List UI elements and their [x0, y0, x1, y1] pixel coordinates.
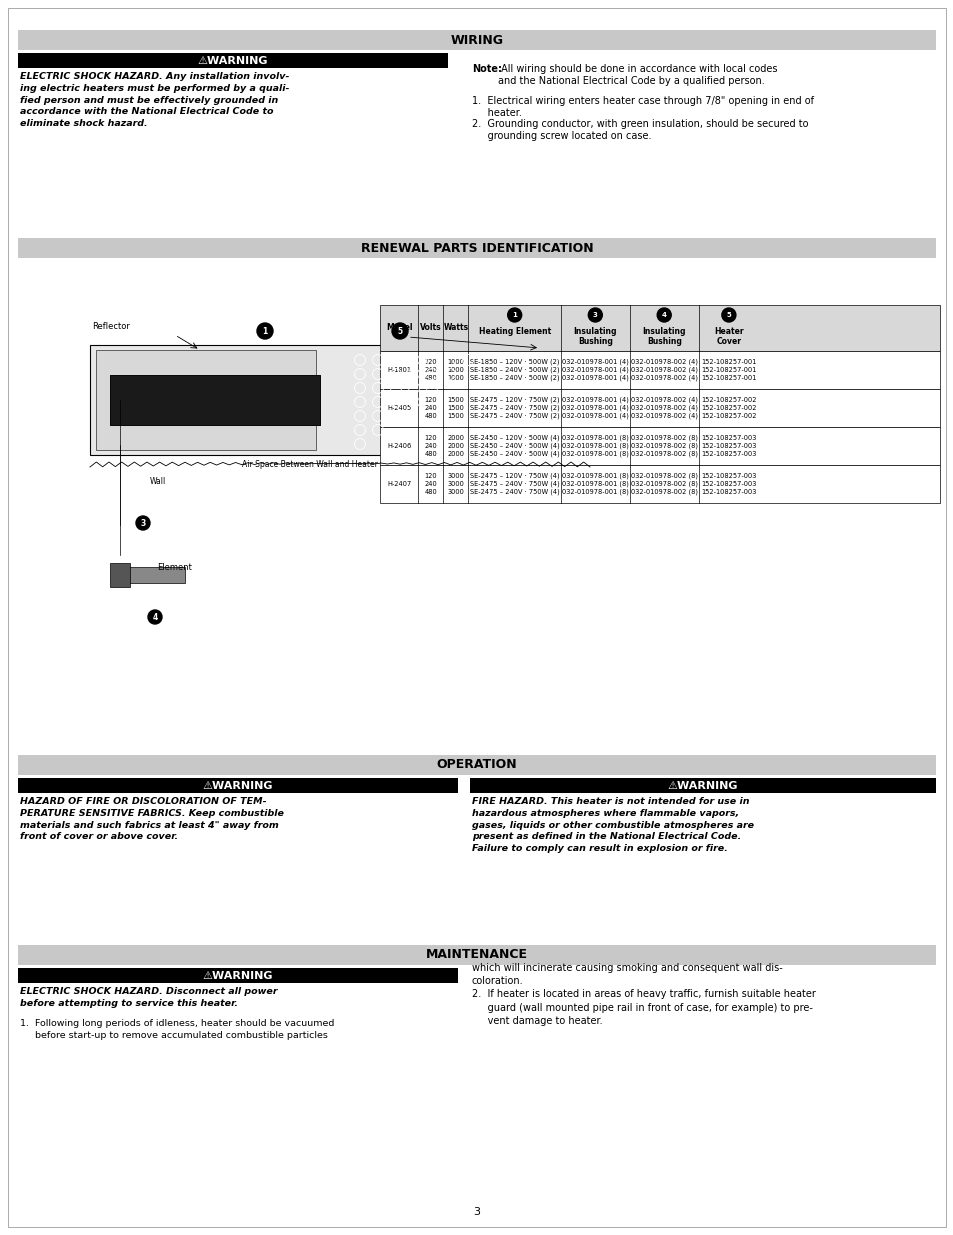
Text: 5: 5 [726, 312, 731, 317]
Text: FIRE HAZARD. This heater is not intended for use in
hazardous atmospheres where : FIRE HAZARD. This heater is not intended… [472, 797, 753, 853]
Text: 152-108257-003
152-108257-003
152-108257-003: 152-108257-003 152-108257-003 152-108257… [700, 436, 756, 457]
Text: 1: 1 [262, 326, 268, 336]
Bar [18, 968, 457, 983]
Text: 3000
3000
3000: 3000 3000 3000 [447, 473, 464, 494]
Text: 3: 3 [140, 519, 146, 527]
Text: H-2406: H-2406 [387, 443, 411, 450]
Text: WIRING: WIRING [450, 33, 503, 47]
Bar [379, 351, 939, 389]
Text: 120
240
480: 120 240 480 [424, 398, 436, 419]
Text: 1000
1000
1000: 1000 1000 1000 [447, 359, 464, 380]
Text: ⚠WARNING: ⚠WARNING [203, 781, 273, 790]
Text: 120
240
480: 120 240 480 [424, 436, 436, 457]
Bar [379, 305, 939, 351]
Bar [379, 427, 939, 466]
Text: H-1801: H-1801 [387, 367, 411, 373]
Bar [125, 567, 185, 583]
Text: 032-010978-001 (4)
032-010978-001 (4)
032-010978-001 (4): 032-010978-001 (4) 032-010978-001 (4) 03… [561, 396, 628, 419]
Text: 4: 4 [152, 613, 157, 621]
Text: 1.  Following long periods of idleness, heater should be vacuumed
     before st: 1. Following long periods of idleness, h… [20, 1019, 334, 1040]
Bar [110, 563, 130, 587]
Text: 032-010978-001 (4)
032-010978-001 (4)
032-010978-001 (4): 032-010978-001 (4) 032-010978-001 (4) 03… [561, 358, 628, 382]
Text: 3: 3 [592, 312, 598, 317]
Bar [379, 389, 939, 427]
Text: RENEWAL PARTS IDENTIFICATION: RENEWAL PARTS IDENTIFICATION [360, 242, 593, 254]
Text: 032-010978-002 (8)
032-010978-002 (8)
032-010978-002 (8): 032-010978-002 (8) 032-010978-002 (8) 03… [630, 473, 697, 495]
Bar [379, 466, 939, 503]
Circle shape [657, 308, 671, 322]
Text: ⚠WARNING: ⚠WARNING [197, 56, 268, 65]
Text: Volts: Volts [419, 324, 441, 332]
Text: which will incinerate causing smoking and consequent wall dis-
coloration.
2.  I: which will incinerate causing smoking an… [472, 963, 815, 1026]
Text: ELECTRIC SHOCK HAZARD. Disconnect all power
before attempting to service this he: ELECTRIC SHOCK HAZARD. Disconnect all po… [20, 987, 277, 1008]
Bar [96, 350, 315, 450]
Bar [18, 778, 457, 793]
Text: OPERATION: OPERATION [436, 758, 517, 772]
Text: SE-2450 – 120V · 500W (4)
SE-2450 – 240V · 500W (4)
SE-2450 – 240V · 500W (4): SE-2450 – 120V · 500W (4) SE-2450 – 240V… [469, 435, 559, 457]
Text: Wall: Wall [150, 477, 166, 487]
Bar [90, 345, 589, 454]
Circle shape [85, 495, 245, 655]
Text: 2000
2000
2000: 2000 2000 2000 [447, 436, 464, 457]
Text: Insulating
Bushing: Insulating Bushing [641, 327, 685, 346]
Circle shape [392, 324, 408, 338]
Bar [18, 53, 448, 68]
Text: ⚠WARNING: ⚠WARNING [667, 781, 738, 790]
Text: SE-2475 – 120V · 750W (4)
SE-2475 – 240V · 750W (4)
SE-2475 – 240V · 750W (4): SE-2475 – 120V · 750W (4) SE-2475 – 240V… [469, 473, 559, 495]
Text: 032-010978-001 (8)
032-010978-001 (8)
032-010978-001 (8): 032-010978-001 (8) 032-010978-001 (8) 03… [561, 473, 628, 495]
Text: All wiring should be done in accordance with local codes
and the National Electr: All wiring should be done in accordance … [497, 64, 777, 85]
Text: 4: 4 [661, 312, 666, 317]
Text: SE-2475 – 120V · 750W (2)
SE-2475 – 240V · 750W (2)
SE-2475 – 240V · 750W (2): SE-2475 – 120V · 750W (2) SE-2475 – 240V… [469, 396, 559, 419]
Text: ⚠WARNING: ⚠WARNING [203, 971, 273, 981]
Bar [470, 778, 935, 793]
Text: 120
240
480: 120 240 480 [424, 473, 436, 494]
Text: Heating Element: Heating Element [478, 327, 550, 336]
Text: 1: 1 [512, 312, 517, 317]
Text: Note:: Note: [472, 64, 501, 74]
Text: 3: 3 [473, 1207, 480, 1216]
Text: Reflector: Reflector [91, 322, 130, 331]
Text: 1.  Electrical wiring enters heater case through 7/8" opening in end of
     hea: 1. Electrical wiring enters heater case … [472, 96, 813, 141]
Circle shape [588, 308, 601, 322]
Bar [110, 375, 319, 425]
Text: 152-108257-001
152-108257-001
152-108257-001: 152-108257-001 152-108257-001 152-108257… [700, 359, 756, 380]
Text: HAZARD OF FIRE OR DISCOLORATION OF TEM-
PERATURE SENSITIVE FABRICS. Keep combust: HAZARD OF FIRE OR DISCOLORATION OF TEM- … [20, 797, 284, 841]
Circle shape [256, 324, 273, 338]
Text: H-2405: H-2405 [387, 405, 411, 411]
Text: Air Space Between Wall and Heater: Air Space Between Wall and Heater [242, 459, 377, 469]
Circle shape [136, 516, 150, 530]
Text: H-2407: H-2407 [387, 480, 411, 487]
Bar [18, 945, 935, 965]
Text: 5: 5 [397, 326, 402, 336]
Text: 120
240
480: 120 240 480 [424, 359, 436, 380]
Text: 032-010978-002 (4)
032-010978-002 (4)
032-010978-002 (4): 032-010978-002 (4) 032-010978-002 (4) 03… [630, 358, 697, 382]
Text: Element: Element [157, 563, 193, 572]
Text: Heater
Cover: Heater Cover [713, 327, 743, 346]
Circle shape [507, 308, 521, 322]
Text: SE-1850 – 120V · 500W (2)
SE-1850 – 240V · 500W (2)
SE-1850 – 240V · 500W (2): SE-1850 – 120V · 500W (2) SE-1850 – 240V… [470, 358, 558, 382]
Text: Insulating
Bushing: Insulating Bushing [573, 327, 617, 346]
Text: 152-108257-002
152-108257-002
152-108257-002: 152-108257-002 152-108257-002 152-108257… [700, 398, 756, 419]
Bar [18, 755, 935, 776]
Text: ELECTRIC SHOCK HAZARD. Any installation involv-
ing electric heaters must be per: ELECTRIC SHOCK HAZARD. Any installation … [20, 72, 289, 128]
Text: Watts: Watts [443, 324, 468, 332]
Text: 032-010978-002 (4)
032-010978-002 (4)
032-010978-002 (4): 032-010978-002 (4) 032-010978-002 (4) 03… [630, 396, 697, 419]
Text: MAINTENANCE: MAINTENANCE [426, 948, 527, 962]
Text: 032-010978-002 (8)
032-010978-002 (8)
032-010978-002 (8): 032-010978-002 (8) 032-010978-002 (8) 03… [630, 435, 697, 457]
Circle shape [148, 610, 162, 624]
Circle shape [721, 308, 735, 322]
Text: 032-010978-001 (8)
032-010978-001 (8)
032-010978-001 (8): 032-010978-001 (8) 032-010978-001 (8) 03… [561, 435, 628, 457]
Bar [18, 238, 935, 258]
Bar [18, 30, 935, 49]
Bar [110, 375, 319, 425]
Text: Model: Model [385, 324, 412, 332]
Text: 152-108257-003
152-108257-003
152-108257-003: 152-108257-003 152-108257-003 152-108257… [700, 473, 756, 494]
Text: 1500
1500
1500: 1500 1500 1500 [447, 398, 464, 419]
